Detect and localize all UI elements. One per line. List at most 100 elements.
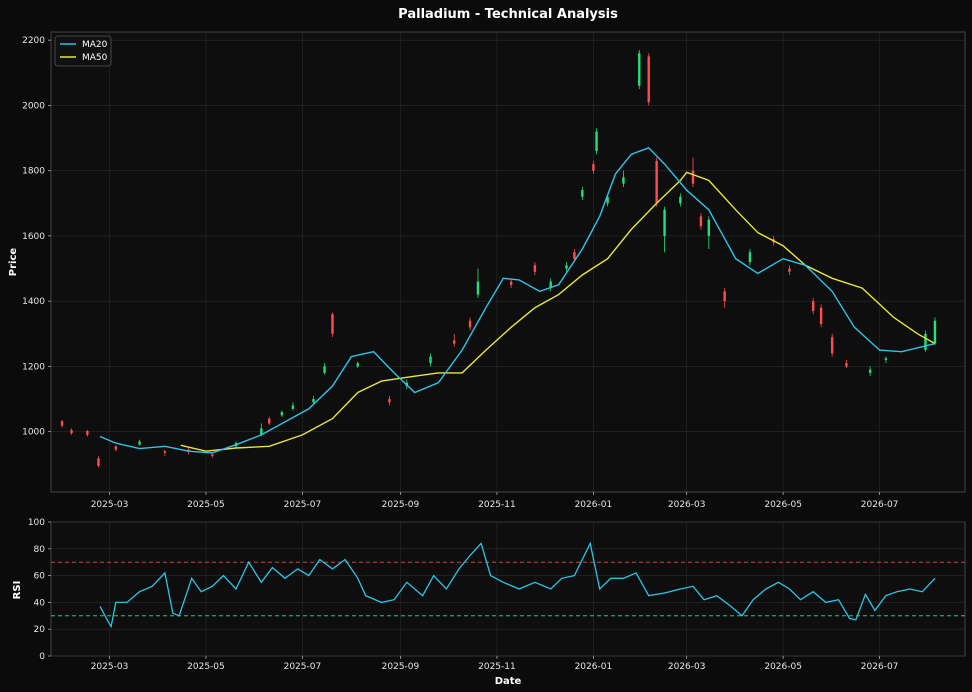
candle-body	[811, 301, 815, 311]
candle-body	[679, 196, 682, 204]
price-y-tick-label: 1200	[22, 362, 45, 372]
rsi-y-tick-label: 20	[34, 625, 46, 635]
candle-body	[260, 428, 263, 435]
candle-body	[429, 356, 432, 364]
candle-body	[663, 209, 666, 236]
price-y-tick-label: 2200	[22, 36, 45, 46]
rsi-y-ticks: 0 20 40 60 80 100	[28, 518, 51, 662]
candle-body	[323, 366, 326, 373]
chart-title: Palladium - Technical Analysis	[398, 7, 618, 22]
candle-body	[280, 412, 284, 416]
price-grid	[51, 32, 965, 492]
rsi-x-tick-label: 2025-07	[284, 662, 322, 672]
candle-body	[331, 314, 334, 334]
candle-body	[748, 252, 752, 262]
candle-body	[114, 446, 118, 450]
candle-body	[830, 337, 834, 354]
candle-body	[699, 216, 703, 227]
candle-body	[845, 363, 848, 367]
price-x-tick-label: 2026-05	[764, 500, 802, 510]
candle-body	[868, 369, 872, 373]
legend-label-ma50: MA50	[82, 53, 108, 63]
rsi-axis-title: RSI	[12, 581, 23, 600]
candle-body	[211, 454, 214, 457]
price-x-tick-label: 2025-03	[91, 500, 129, 510]
candle-body	[163, 451, 167, 453]
price-y-tick-label: 2000	[22, 101, 45, 111]
price-x-tick-label: 2025-07	[284, 500, 322, 510]
rsi-x-tick-label: 2025-11	[478, 662, 516, 672]
price-x-tick-label: 2025-05	[187, 500, 225, 510]
price-axis-title: Price	[8, 248, 19, 277]
ma20-line	[99, 146, 936, 454]
candle-body	[581, 190, 584, 197]
candle-body	[788, 268, 791, 272]
legend-label-ma20: MA20	[82, 40, 108, 50]
candle-body	[468, 320, 472, 328]
candle-body	[565, 265, 568, 269]
candle-body	[884, 358, 888, 360]
candles	[60, 49, 937, 468]
candle-body	[707, 219, 711, 236]
candle-body	[453, 340, 456, 344]
candle-body	[819, 307, 823, 324]
candle-body	[655, 160, 658, 204]
price-x-tick-label: 2026-03	[668, 500, 706, 510]
price-y-tick-label: 1000	[22, 428, 45, 438]
candle-body	[476, 281, 480, 295]
price-x-ticks: 2025-03 2025-05 2025-07 2025-09 2025-11 2026-…	[91, 492, 899, 510]
candle-body	[638, 53, 641, 86]
candle-body	[606, 196, 609, 204]
rsi-x-tick-label: 2025-09	[382, 662, 420, 672]
rsi-x-tick-label: 2025-05	[187, 662, 225, 672]
rsi-x-tick-label: 2026-01	[575, 662, 613, 672]
price-x-tick-label: 2026-07	[861, 500, 899, 510]
candle-body	[356, 363, 359, 367]
candle-body	[312, 399, 315, 403]
candle-body	[595, 131, 598, 152]
rsi-y-tick-label: 80	[34, 545, 46, 555]
rsi-y-tick-label: 0	[39, 652, 45, 662]
rsi-x-tick-label: 2026-05	[764, 662, 802, 672]
candle-body	[933, 320, 937, 344]
price-x-tick-label: 2025-11	[478, 500, 516, 510]
candle-body	[647, 56, 650, 103]
price-x-tick-label: 2025-09	[382, 500, 420, 510]
rsi-y-tick-label: 100	[28, 518, 45, 528]
candle-body	[70, 430, 73, 434]
candle-body	[691, 170, 695, 184]
candle-body	[509, 281, 513, 285]
candle-body	[268, 418, 271, 424]
price-y-tick-label: 1400	[22, 297, 45, 307]
price-y-tick-label: 1600	[22, 232, 45, 242]
candle-body	[592, 164, 595, 171]
candle-body	[573, 252, 576, 259]
candle-body	[533, 265, 537, 272]
candle-body	[924, 333, 927, 351]
rsi-x-tick-label: 2026-07	[861, 662, 899, 672]
candle-body	[549, 281, 552, 289]
candle-body	[60, 421, 64, 426]
candle-body	[723, 291, 726, 302]
candle-body	[388, 399, 391, 403]
rsi-y-tick-label: 60	[34, 572, 46, 582]
rsi-x-tick-label: 2026-03	[668, 662, 706, 672]
price-panel-frame	[50, 31, 966, 493]
x-axis-title: Date	[495, 676, 522, 687]
rsi-line	[99, 541, 936, 629]
price-x-tick-label: 2026-01	[575, 500, 613, 510]
rsi-x-ticks: 2025-03 2025-05 2025-07 2025-09 2025-11 2026-…	[91, 656, 899, 672]
candle-body	[97, 458, 100, 466]
rsi-grid	[51, 521, 965, 657]
candle-body	[622, 177, 625, 184]
price-y-tick-label: 1800	[22, 167, 45, 177]
candle-body	[138, 441, 141, 445]
rsi-y-tick-label: 40	[34, 598, 46, 608]
legend: MA20 MA50	[54, 35, 112, 67]
rsi-x-tick-label: 2025-03	[91, 662, 129, 672]
candle-body	[86, 430, 89, 435]
price-y-ticks: 1000 1200 1400 1600 1800 2000 2200	[22, 36, 51, 438]
